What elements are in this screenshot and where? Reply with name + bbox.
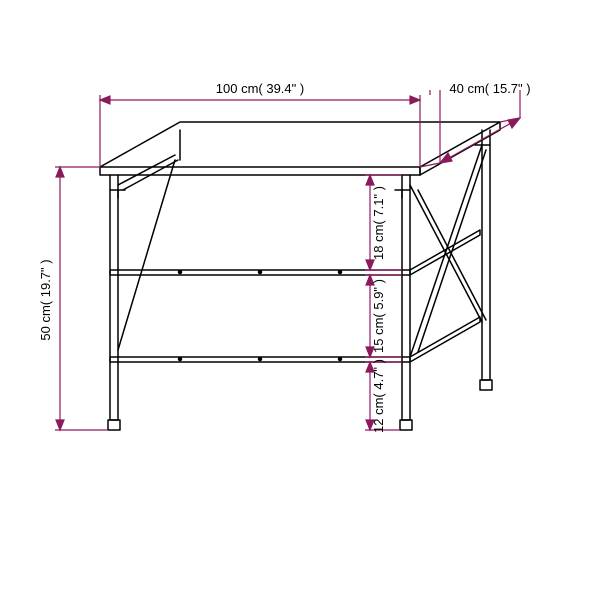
dim-gap-bottom-label: 12 cm( 4.7" ) (371, 359, 386, 433)
dim-gap-mid-label: 15 cm( 5.9" ) (371, 279, 386, 353)
dim-depth-label: 40 cm( 15.7" ) (449, 81, 530, 96)
dim-height-label: 50 cm( 19.7" ) (38, 259, 53, 340)
dimension-diagram: 100 cm( 39.4" ) 40 cm( 15.7" ) 50 cm( 19… (0, 0, 600, 600)
dim-gap-top-label: 18 cm( 7.1" ) (371, 186, 386, 260)
dim-width-label: 100 cm( 39.4" ) (216, 81, 304, 96)
